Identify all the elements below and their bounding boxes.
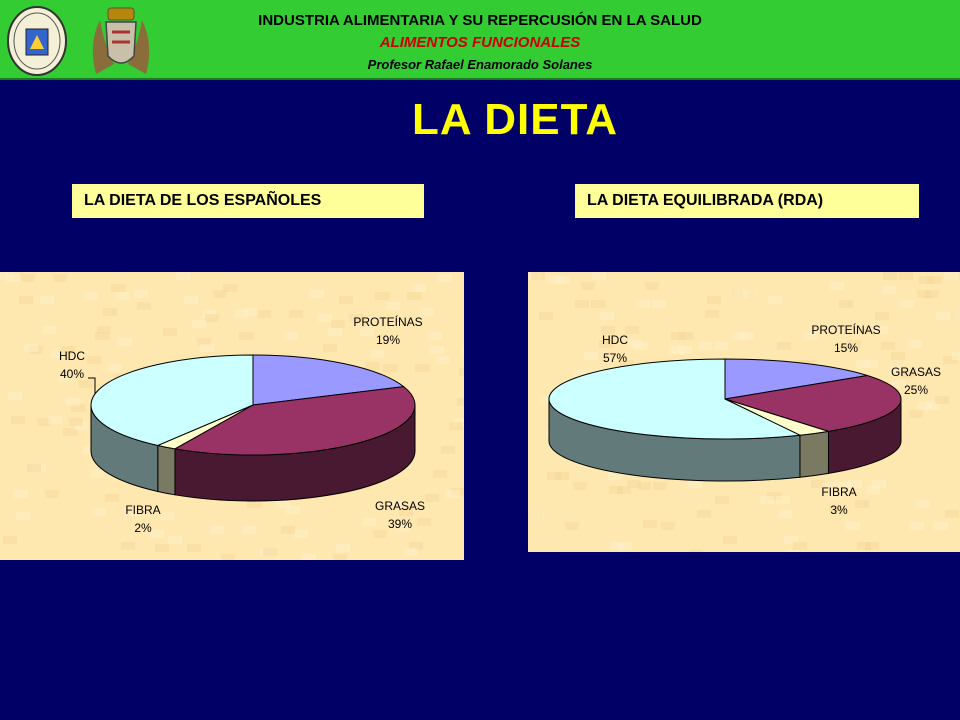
label-hdc: HDC: [59, 349, 85, 363]
label-pct-fibra: 3%: [830, 503, 848, 517]
course-title: INDUSTRIA ALIMENTARIA Y SU REPERCUSIÓN E…: [258, 12, 702, 29]
slice-hdc: [90, 354, 254, 446]
label-hdc: HDC: [602, 333, 628, 347]
crest-emblem-icon: [92, 7, 150, 74]
label-pct-hdc: 57%: [603, 351, 627, 365]
chart-title-balanced-diet: LA DIETA EQUILIBRADA (RDA): [575, 184, 919, 218]
label-pct-hdc: 40%: [60, 367, 84, 381]
slice-proteinas: [724, 358, 868, 400]
label-fibra: FIBRA: [125, 503, 160, 517]
professor-name: Profesor Rafael Enamorado Solanes: [367, 57, 593, 72]
label-grasas: GRASAS: [891, 365, 941, 379]
slice-side-fibra: [799, 430, 829, 478]
label-proteinas: PROTEÍNAS: [811, 322, 880, 337]
label-grasas: GRASAS: [375, 499, 425, 513]
label-pct-fibra: 2%: [134, 521, 152, 535]
slice-grasas: [724, 374, 902, 432]
course-subtitle: ALIMENTOS FUNCIONALES: [379, 34, 581, 51]
university-seal-icon: [7, 6, 67, 76]
label-pct-proteinas: 15%: [834, 341, 858, 355]
chart-title-spaniards-diet: LA DIETA DE LOS ESPAÑOLES: [72, 184, 424, 218]
slice-proteinas: [252, 354, 405, 406]
label-pct-proteinas: 19%: [376, 333, 400, 347]
header-bar: INDUSTRIA ALIMENTARIA Y SU REPERCUSIÓN E…: [0, 0, 960, 80]
slice-grasas: [173, 386, 416, 456]
slice-side-fibra: [157, 444, 176, 496]
page-title: LA DIETA: [412, 95, 618, 144]
label-proteinas: PROTEÍNAS: [353, 314, 422, 329]
pie-chart-balanced: PROTEÍNAS 15% GRASAS 25% FIBRA 3% HDC 57%: [528, 272, 960, 552]
pie-chart-spaniards: PROTEÍNAS 19% GRASAS 39% FIBRA 2% HDC 40%: [0, 272, 464, 560]
slice-hdc: [548, 358, 802, 440]
label-fibra: FIBRA: [821, 485, 856, 499]
leader-line: [88, 377, 96, 394]
label-pct-grasas: 25%: [904, 383, 928, 397]
label-pct-grasas: 39%: [388, 517, 412, 531]
